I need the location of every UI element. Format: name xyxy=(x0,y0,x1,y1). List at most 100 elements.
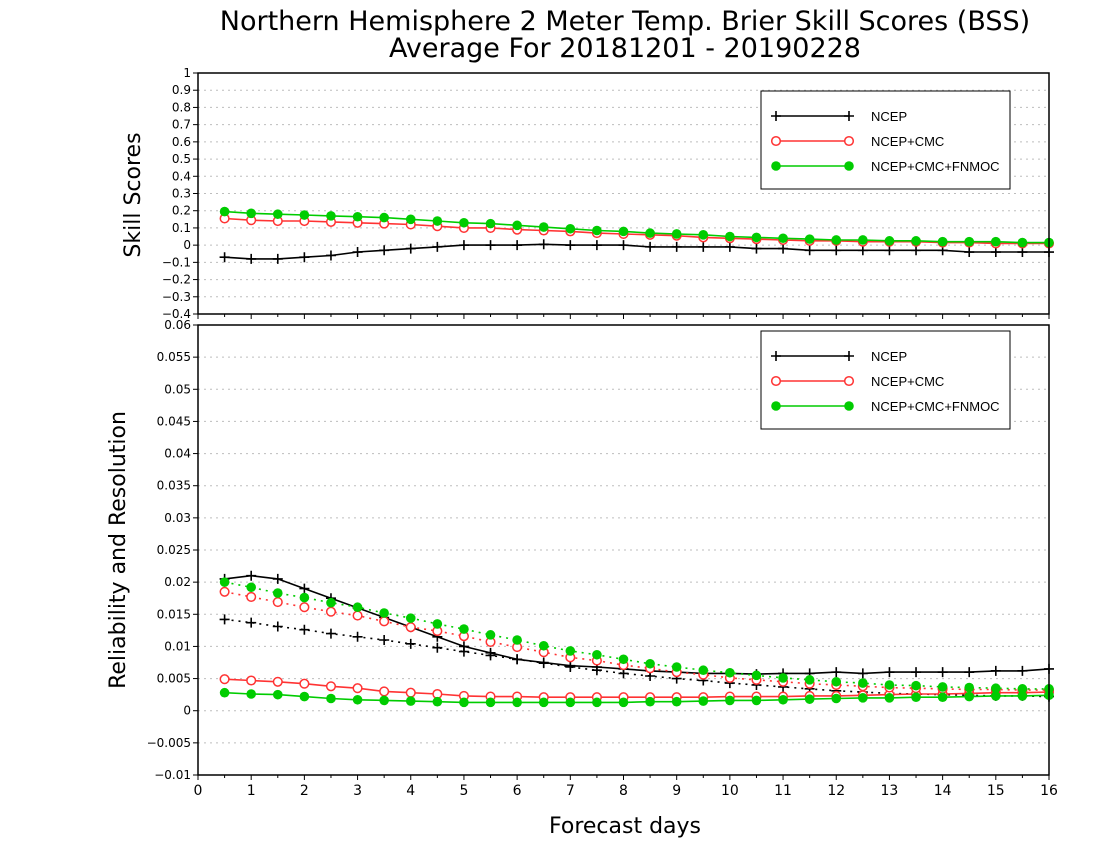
bottom-ytick-label: 0.015 xyxy=(157,607,191,621)
bottom-data-point xyxy=(725,695,735,706)
top-legend-box xyxy=(760,90,1011,190)
bottom-data-point xyxy=(937,692,948,703)
bottom-data-point xyxy=(219,577,230,587)
top-data-point xyxy=(565,240,576,251)
bottom-series-line xyxy=(224,591,1049,691)
bottom-data-point xyxy=(645,658,655,669)
bottom-data-point xyxy=(379,635,390,645)
bottom-data-point xyxy=(538,658,549,669)
top-series-ncep-solid xyxy=(219,239,1054,264)
bottom-data-point xyxy=(246,689,256,699)
top-data-point xyxy=(246,253,257,264)
bottom-data-point xyxy=(299,602,310,613)
top-data-point xyxy=(219,206,230,217)
bottom-data-point xyxy=(645,696,655,707)
top-ytick-label: −0.2 xyxy=(162,273,191,287)
top-ytick-label: 0.8 xyxy=(172,100,191,114)
bottom-data-point xyxy=(857,668,868,679)
bottom-data-point xyxy=(512,697,522,708)
bottom-data-point xyxy=(485,630,496,640)
bottom-legend-marker xyxy=(844,351,854,361)
top-data-point xyxy=(219,252,230,263)
bottom-data-point xyxy=(246,582,256,593)
top-ytick-label: −0.4 xyxy=(162,307,191,321)
bottom-data-point xyxy=(618,697,629,708)
bottom-data-point xyxy=(592,697,602,708)
bottom-data-point xyxy=(459,697,469,708)
bottom-data-point xyxy=(405,687,416,698)
x-tick-label: 7 xyxy=(566,783,575,799)
bottom-ytick-label: 0.045 xyxy=(157,414,191,428)
bottom-data-point xyxy=(858,678,868,688)
bottom-series-ncep-cmc-fnmoc-solid xyxy=(219,687,1054,708)
bottom-ytick-label: 0.02 xyxy=(164,575,191,589)
bottom-data-point xyxy=(884,693,895,703)
top-data-point xyxy=(937,236,948,247)
top-data-point xyxy=(884,245,895,256)
bottom-data-point xyxy=(911,680,921,691)
top-data-point xyxy=(831,235,842,245)
bottom-series-ncep-cmc-fnmoc-dotted xyxy=(219,577,1054,694)
bottom-data-point xyxy=(592,649,602,660)
bottom-data-point xyxy=(299,691,310,702)
bottom-data-point xyxy=(725,667,735,678)
top-data-point xyxy=(724,241,735,252)
bottom-data-point xyxy=(326,693,336,704)
bottom-data-point xyxy=(565,697,576,708)
top-series-ncep-cmc-fnmoc-solid xyxy=(219,206,1054,248)
bottom-legend-box xyxy=(760,330,1011,430)
bottom-data-point xyxy=(272,597,283,608)
top-series-line xyxy=(224,210,1049,244)
top-data-point xyxy=(246,208,256,219)
top-data-point xyxy=(272,253,283,264)
top-legend-marker xyxy=(771,111,781,121)
top-legend-marker xyxy=(844,111,854,121)
bottom-data-point xyxy=(937,682,948,692)
bottom-data-point xyxy=(911,667,922,678)
top-data-point xyxy=(485,218,496,229)
top-data-point xyxy=(911,245,922,256)
top-data-point xyxy=(565,223,576,234)
top-ytick-label: −0.1 xyxy=(162,255,191,269)
bottom-data-point xyxy=(458,646,469,657)
bottom-data-point xyxy=(1017,691,1028,701)
top-data-point xyxy=(299,252,310,263)
bottom-data-point xyxy=(671,662,682,672)
bottom-data-point xyxy=(831,676,842,687)
top-ytick-label: 0.7 xyxy=(172,118,191,132)
bottom-legend-label: NCEP+CMC xyxy=(871,374,944,389)
bottom-data-point xyxy=(937,667,948,678)
bottom-data-point xyxy=(778,694,788,705)
bottom-data-point xyxy=(219,586,230,597)
bottom-legend-label: NCEP xyxy=(871,349,907,364)
x-tick-label: 1 xyxy=(247,783,256,799)
top-ytick-label: 0.5 xyxy=(172,152,191,166)
bottom-data-point xyxy=(272,573,283,584)
bottom-data-point xyxy=(671,696,682,707)
bottom-data-point xyxy=(804,675,815,685)
top-data-point xyxy=(538,239,549,250)
top-data-point xyxy=(352,247,363,258)
bottom-data-point xyxy=(911,692,921,703)
top-data-point xyxy=(671,229,682,239)
top-data-point xyxy=(725,231,735,242)
top-legend-marker xyxy=(844,161,854,171)
top-ytick-label: 1 xyxy=(183,66,191,80)
top-data-point xyxy=(857,245,868,256)
bottom-data-point xyxy=(325,681,337,692)
bottom-data-point xyxy=(538,640,549,651)
bottom-data-point xyxy=(698,696,709,706)
bottom-legend-marker xyxy=(844,401,854,411)
top-data-point xyxy=(325,250,336,261)
bottom-data-point xyxy=(405,638,416,649)
top-data-point xyxy=(778,243,789,254)
bottom-data-point xyxy=(964,691,975,702)
bottom-data-point xyxy=(246,570,257,581)
bottom-ytick-label: 0 xyxy=(183,704,191,718)
x-tick-label: 12 xyxy=(827,783,845,799)
bottom-data-point xyxy=(272,588,283,598)
bottom-data-point xyxy=(325,606,337,617)
top-data-point xyxy=(592,225,602,236)
bottom-legend-marker xyxy=(771,401,781,411)
